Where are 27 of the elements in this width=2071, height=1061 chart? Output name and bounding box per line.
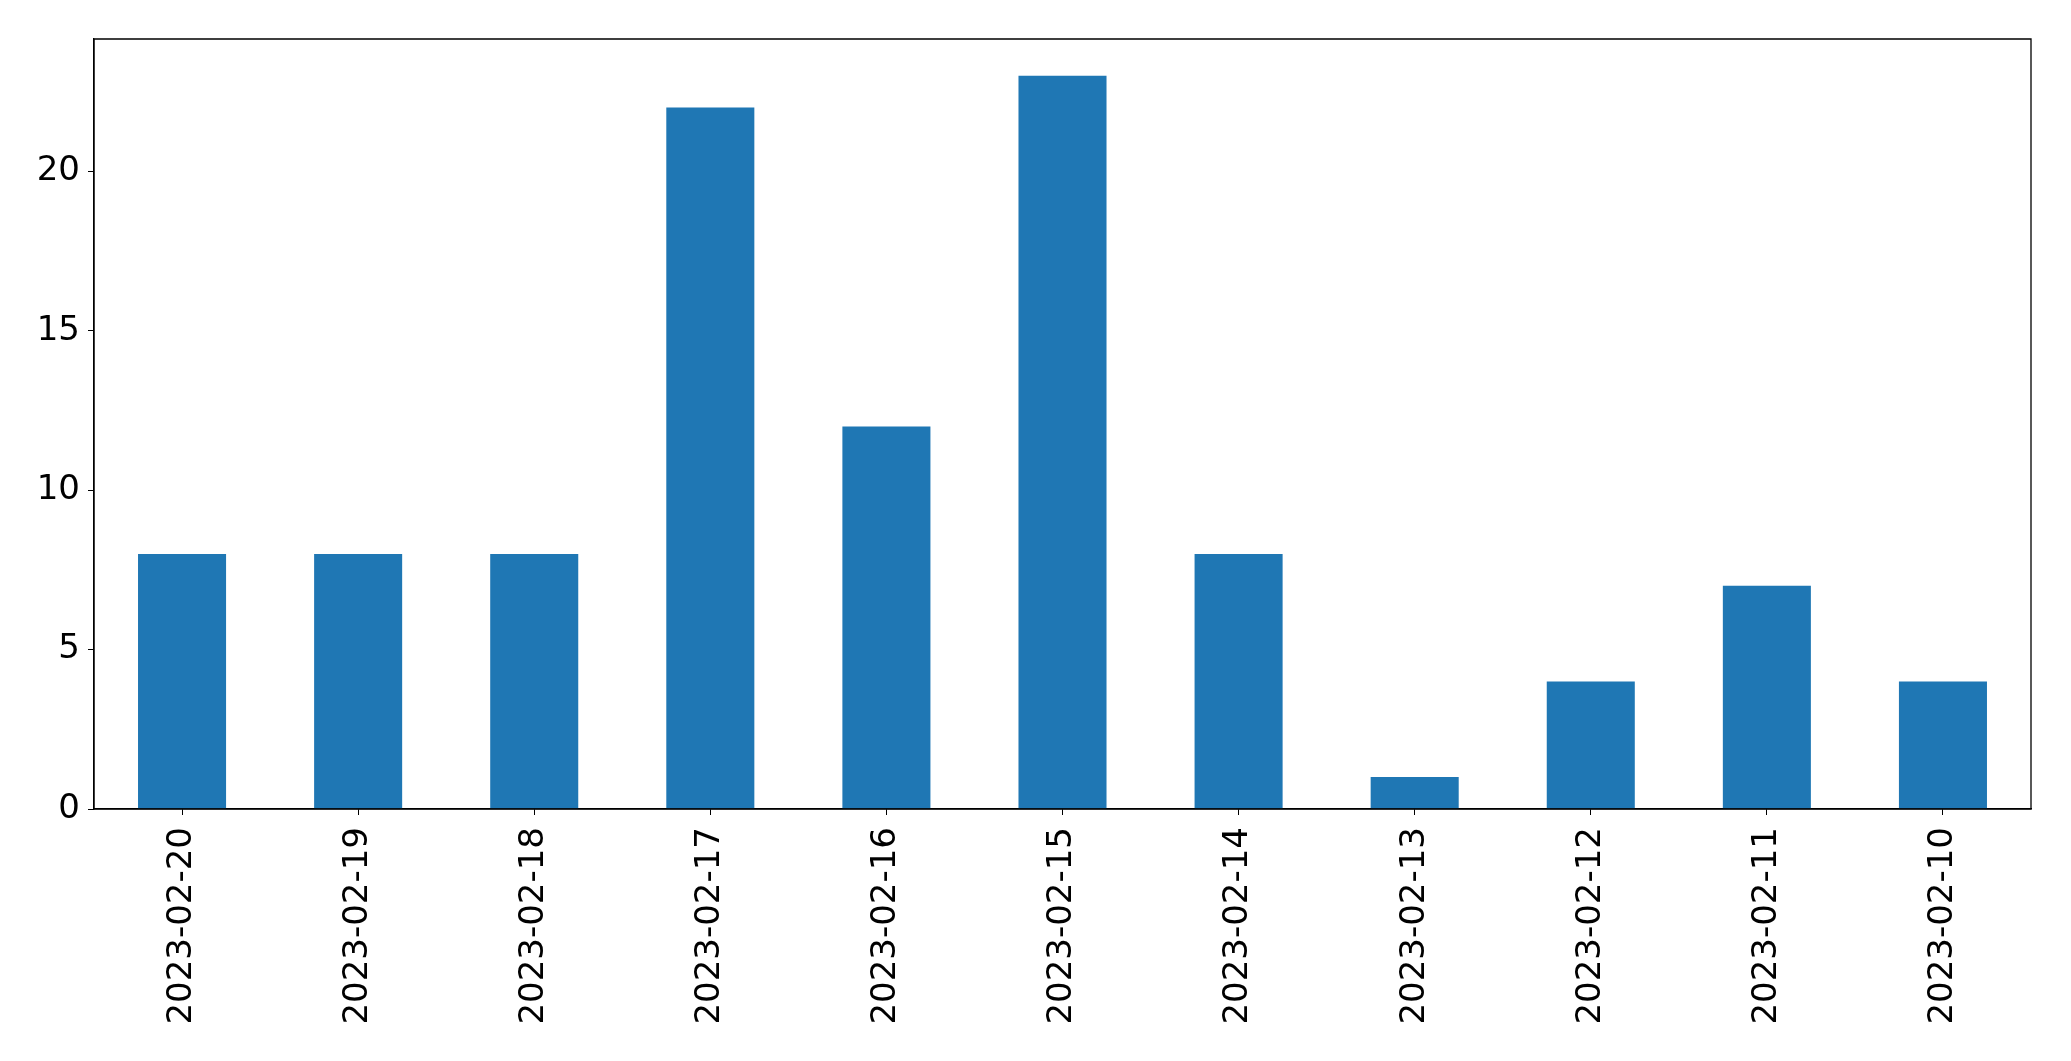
y-tick-label: 5 (58, 626, 80, 667)
x-tick-label: 2023-02-11 (1743, 827, 1784, 1025)
bar (1898, 681, 1987, 809)
x-tick-label: 2023-02-14 (1215, 827, 1256, 1025)
bar (666, 107, 755, 809)
bar (1722, 585, 1811, 809)
y-tick-label: 20 (36, 148, 80, 189)
bar (314, 553, 403, 809)
y-tick-label: 0 (58, 785, 80, 826)
bar (1546, 681, 1635, 809)
x-tick-label: 2023-02-10 (1919, 827, 1960, 1025)
x-tick-label: 2023-02-20 (158, 827, 199, 1025)
bar (1194, 553, 1283, 809)
bar (1370, 777, 1459, 809)
bar (1018, 75, 1107, 809)
x-tick-label: 2023-02-13 (1391, 827, 1432, 1025)
x-tick-label: 2023-02-17 (687, 827, 728, 1025)
x-tick-label: 2023-02-12 (1567, 827, 1608, 1025)
bar (842, 426, 931, 809)
bar (138, 553, 227, 809)
bar (490, 553, 579, 809)
x-tick-label: 2023-02-16 (863, 827, 904, 1025)
y-tick-label: 10 (36, 466, 80, 507)
x-tick-label: 2023-02-18 (511, 827, 552, 1025)
x-tick-label: 2023-02-15 (1039, 827, 1080, 1025)
x-tick-label: 2023-02-19 (334, 827, 375, 1025)
y-tick-label: 15 (36, 307, 80, 348)
